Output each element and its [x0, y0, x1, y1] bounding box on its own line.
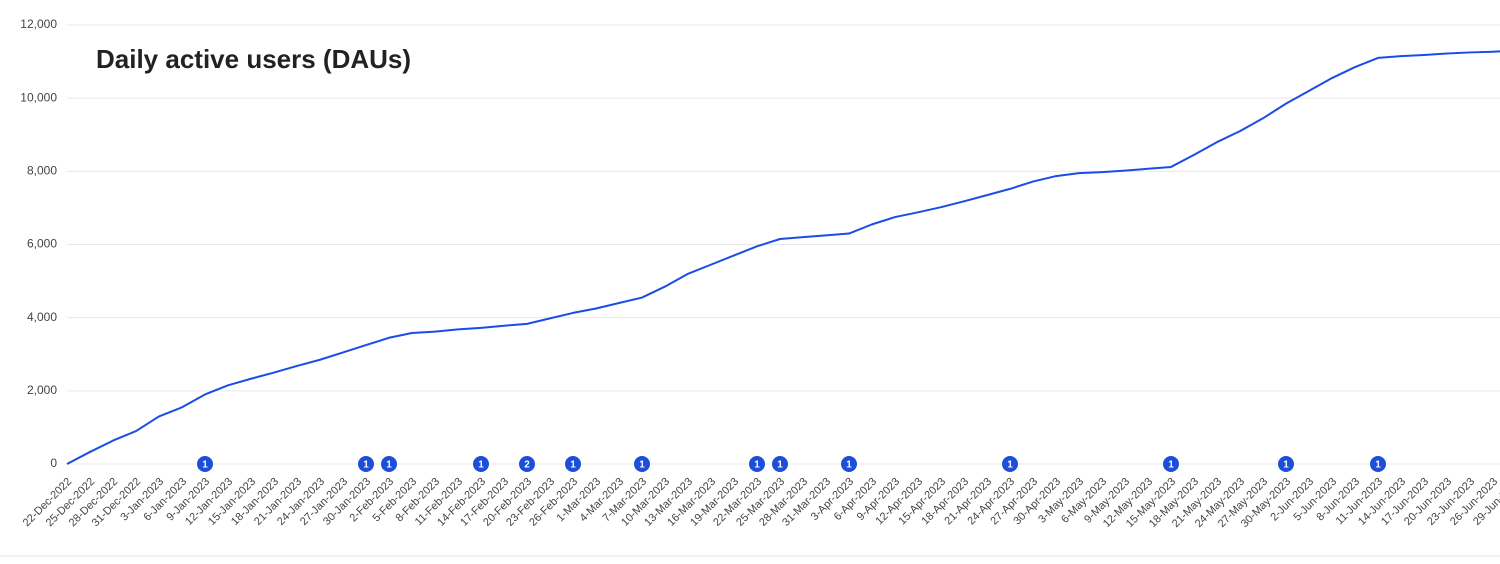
- data-line: [66, 50, 1500, 465]
- annotation-dot: [772, 456, 788, 472]
- annotation-count: 1: [1283, 460, 1289, 471]
- annotation-marker: 1: [381, 456, 397, 472]
- chart-title: Daily active users (DAUs): [96, 44, 411, 74]
- annotation-marker: 1: [1163, 456, 1179, 472]
- annotation-count: 2: [524, 460, 530, 471]
- annotation-marker: 1: [1002, 456, 1018, 472]
- annotation-dot: [1163, 456, 1179, 472]
- annotation-count: 1: [639, 460, 645, 471]
- annotation-count: 1: [386, 460, 392, 471]
- annotation-marker: 1: [1370, 456, 1386, 472]
- annotation-dot: [381, 456, 397, 472]
- annotation-dot: [634, 456, 650, 472]
- annotation-marker: 1: [358, 456, 374, 472]
- annotation-dot: [197, 456, 213, 472]
- annotation-marker: 2: [519, 456, 535, 472]
- annotation-marker: 1: [841, 456, 857, 472]
- annotation-count: 1: [202, 460, 208, 471]
- annotation-dot: [1002, 456, 1018, 472]
- annotation-marker: 1: [473, 456, 489, 472]
- annotation-dot: [841, 456, 857, 472]
- annotation-count: 1: [754, 460, 760, 471]
- annotation-dot: [519, 456, 535, 472]
- annotation-dot: [749, 456, 765, 472]
- annotation-marker: 1: [1278, 456, 1294, 472]
- y-tick-label: 4,000: [27, 310, 57, 324]
- annotation-marker: 1: [565, 456, 581, 472]
- y-tick-label: 0: [50, 456, 57, 470]
- annotation-count: 1: [478, 460, 484, 471]
- annotation-count: 1: [363, 460, 369, 471]
- annotation-count: 1: [570, 460, 576, 471]
- y-tick-label: 8,000: [27, 164, 57, 178]
- y-tick-label: 10,000: [20, 90, 57, 104]
- annotation-count: 1: [1007, 460, 1013, 471]
- annotation-marker: 1: [749, 456, 765, 472]
- annotation-dot: [358, 456, 374, 472]
- annotation-marker: 1: [197, 456, 213, 472]
- y-tick-label: 6,000: [27, 237, 57, 251]
- annotation-dot: [1278, 456, 1294, 472]
- annotation-count: 1: [846, 460, 852, 471]
- annotation-dot: [473, 456, 489, 472]
- annotation-marker: 1: [772, 456, 788, 472]
- annotation-dot: [1370, 456, 1386, 472]
- annotation-dot: [565, 456, 581, 472]
- annotation-count: 1: [1168, 460, 1174, 471]
- y-tick-label: 2,000: [27, 383, 57, 397]
- annotation-count: 1: [1375, 460, 1381, 471]
- annotation-marker: 1: [634, 456, 650, 472]
- y-tick-label: 12,000: [20, 17, 57, 31]
- annotation-count: 1: [777, 460, 783, 471]
